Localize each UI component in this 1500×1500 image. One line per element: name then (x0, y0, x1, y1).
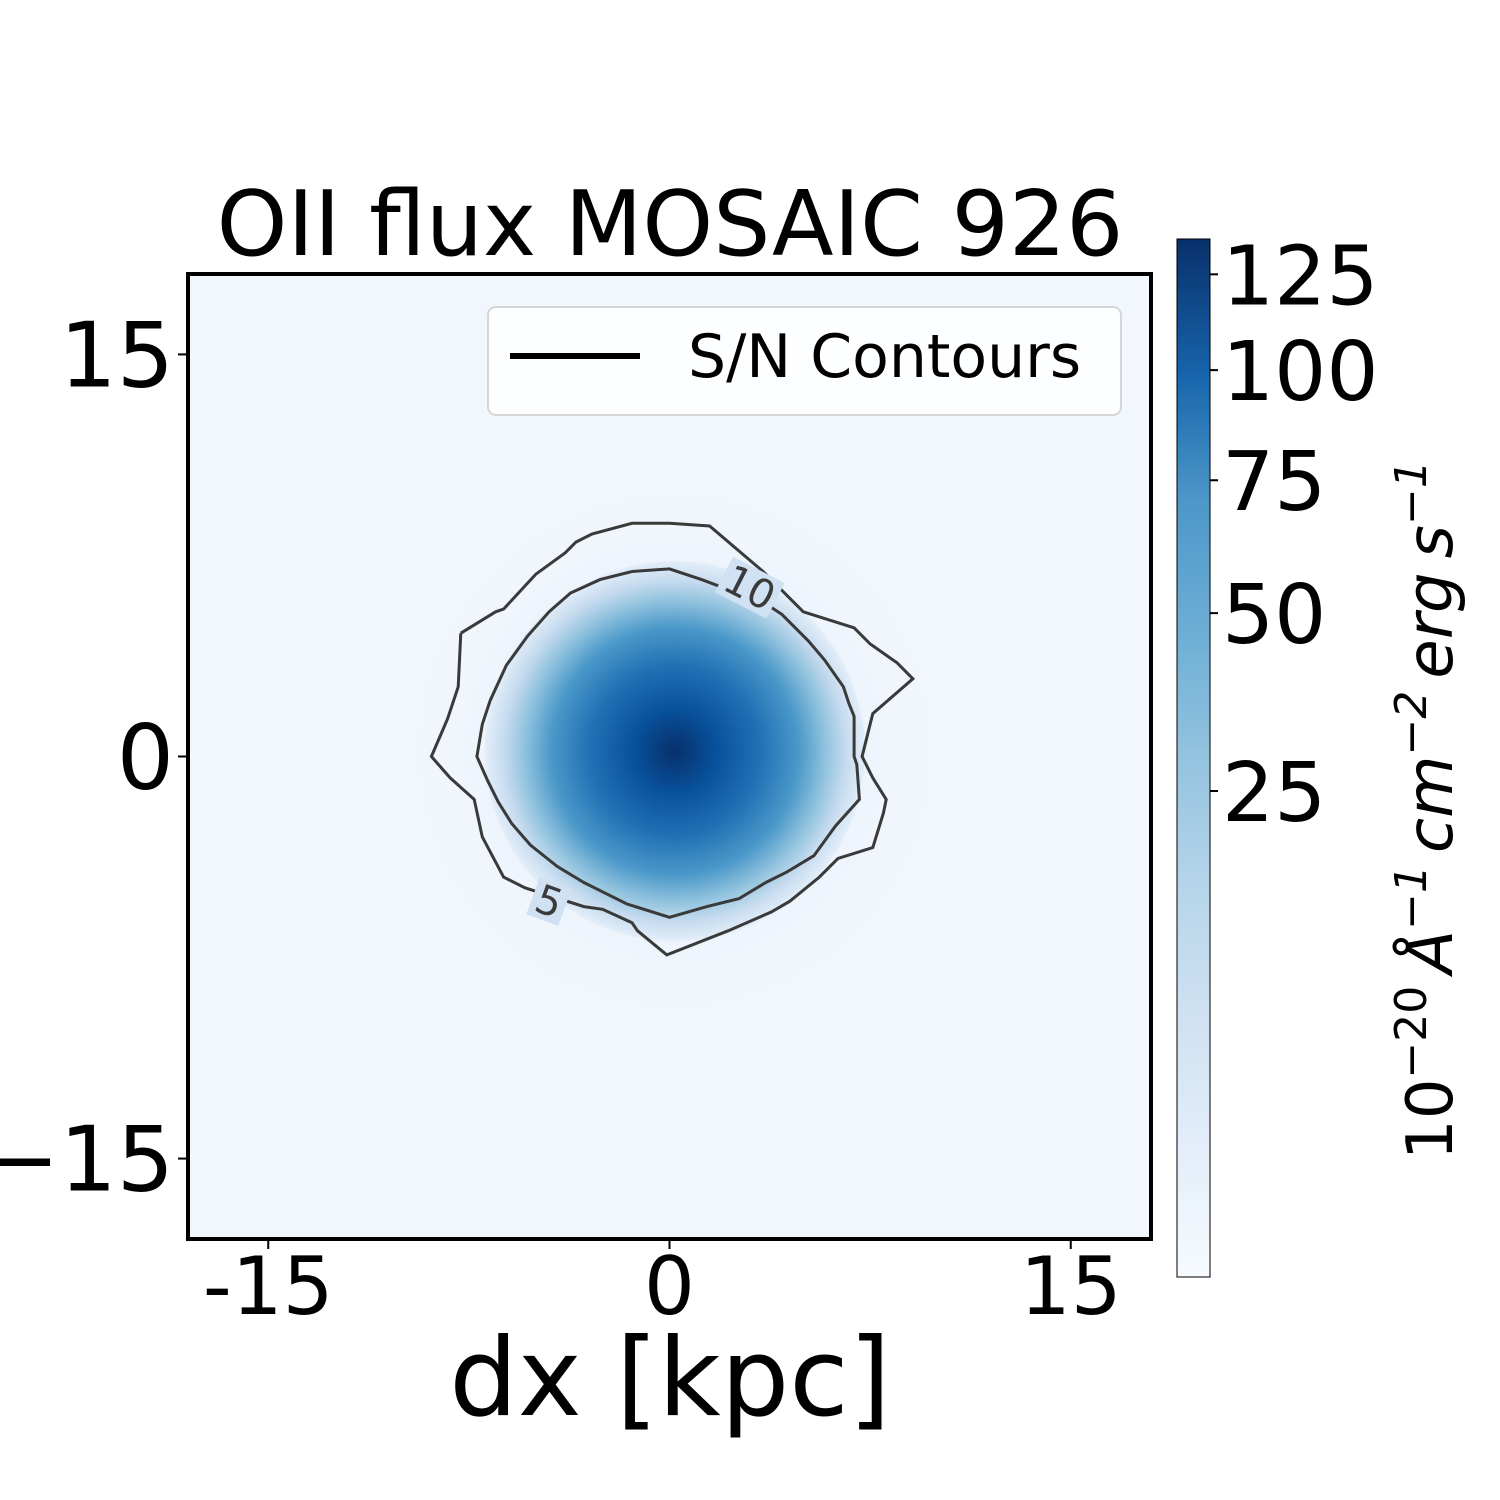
x-tick-label: 0 (644, 1240, 695, 1333)
colorbar-tick-label: 125 (1222, 229, 1379, 324)
legend-box (487, 306, 1122, 416)
contour-label-backing (714, 556, 785, 619)
y-tick-label: 15 (59, 303, 174, 408)
flux-peak-blob (484, 561, 865, 942)
y-tick-label: −15 (0, 1108, 174, 1213)
contour-label-backing (526, 876, 572, 926)
legend-entry-sn-contours: S/N Contours (688, 322, 1081, 392)
sn-contours (429, 521, 916, 957)
y-axis-ticks: 15 0 −15 (0, 303, 188, 1213)
x-tick-label: 15 (1020, 1240, 1122, 1333)
colorbar-tick-label: 75 (1222, 435, 1326, 530)
colorbar-tick-label: 50 (1222, 568, 1326, 663)
plot-area: 105 (188, 274, 1151, 1239)
colorbar-tick-label: 25 (1222, 746, 1326, 841)
chart-title: OII flux MOSAIC 926 (217, 172, 1124, 277)
colorbar-tick-label: 100 (1222, 325, 1379, 420)
colorbar-label: 10−20Å−1cm−2ergs−1 (1386, 460, 1468, 1160)
x-axis-ticks: -15 0 15 (203, 1239, 1122, 1333)
legend: S/N Contours (487, 306, 1122, 416)
x-tick-label: -15 (203, 1240, 334, 1333)
colorbar-gradient (1176, 238, 1211, 1278)
x-axis-label: dx [kpc] (449, 1316, 891, 1441)
contour-label-5: 5 (526, 876, 572, 928)
contour-level-10 (475, 567, 861, 919)
y-tick-label: 0 (117, 706, 174, 811)
contour-level-5 (429, 521, 916, 957)
